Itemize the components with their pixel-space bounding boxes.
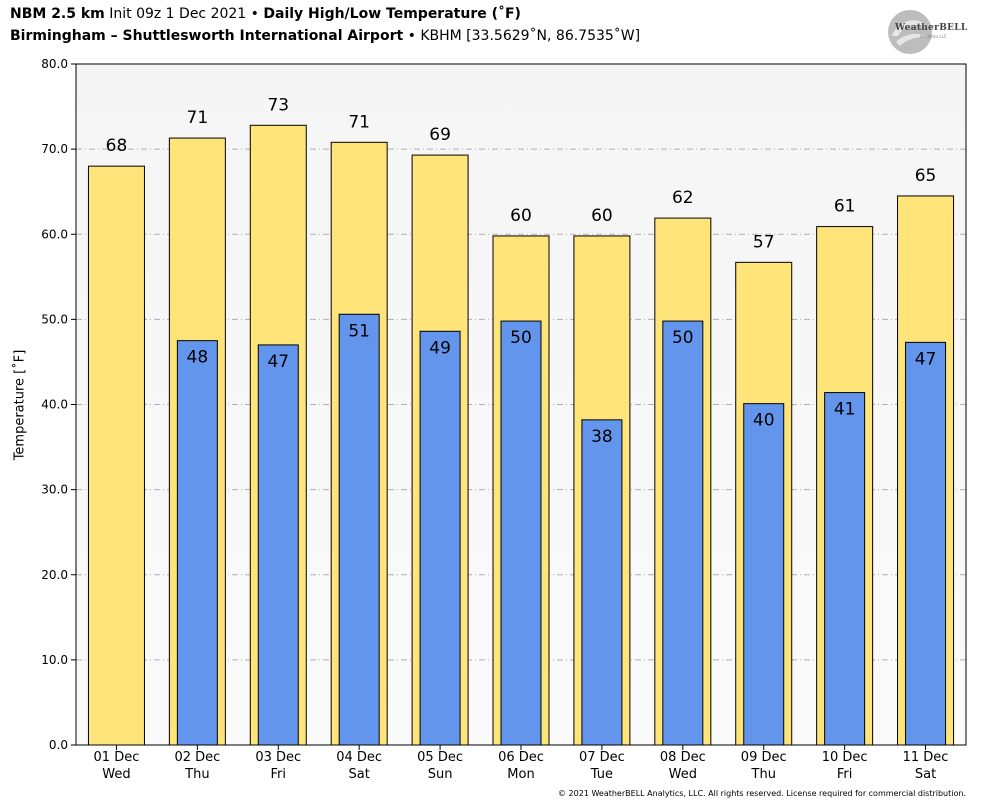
low-temp-bar bbox=[176, 340, 218, 746]
y-tick-label: 80.0 bbox=[41, 57, 68, 71]
x-tick-label-date: 10 Dec bbox=[822, 750, 868, 765]
low-temp-bar bbox=[662, 320, 704, 746]
high-temp-label: 61 bbox=[834, 197, 856, 217]
x-tick-label-date: 06 Dec bbox=[498, 750, 544, 765]
x-tick-label-day: Sat bbox=[915, 767, 936, 782]
separator: • bbox=[250, 6, 259, 22]
x-tick-label-date: 05 Dec bbox=[417, 750, 463, 765]
high-temp-label: 62 bbox=[672, 188, 694, 208]
x-tick-label-date: 02 Dec bbox=[174, 750, 220, 765]
low-temp-bar bbox=[257, 344, 299, 746]
x-axis: 01 Dec Wed 02 Dec Thu 03 Dec Fri 04 Dec Sat 05 D… bbox=[94, 745, 949, 782]
copyright-notice: © 2021 WeatherBELL Analytics, LLC. All r… bbox=[558, 789, 966, 798]
low-temp-bar bbox=[338, 313, 380, 746]
x-tick-label-date: 03 Dec bbox=[255, 750, 301, 765]
low-temp-bar bbox=[500, 320, 542, 746]
chart-title-line-1: NBM 2.5 km Init 09z 1 Dec 2021 • Daily H… bbox=[10, 6, 521, 22]
low-temp-label: 50 bbox=[510, 328, 532, 348]
x-tick-label-date: 11 Dec bbox=[903, 750, 949, 765]
x-tick-label-day: Fri bbox=[271, 767, 287, 782]
high-temp-label: 57 bbox=[753, 232, 775, 252]
x-tick-label-date: 01 Dec bbox=[94, 750, 140, 765]
chart-title-line-2: Birmingham – Shuttlesworth International… bbox=[10, 28, 640, 44]
y-tick-label: 70.0 bbox=[41, 142, 68, 156]
x-tick-label-date: 08 Dec bbox=[660, 750, 706, 765]
low-temp-label: 47 bbox=[915, 349, 937, 369]
high-temp-label: 65 bbox=[915, 166, 937, 186]
low-temp-bar bbox=[824, 392, 866, 746]
y-tick-label: 0.0 bbox=[49, 738, 68, 752]
weatherbell-logo-icon bbox=[888, 10, 932, 54]
product-name: Daily High/Low Temperature (˚F) bbox=[263, 6, 521, 22]
low-temp-label: 38 bbox=[591, 427, 613, 447]
low-temp-bar bbox=[419, 330, 461, 746]
high-temp-label: 73 bbox=[267, 95, 289, 115]
x-tick-label-day: Thu bbox=[751, 767, 776, 782]
high-temp-label: 68 bbox=[106, 136, 128, 156]
y-tick-label: 50.0 bbox=[41, 312, 68, 326]
logo-name: WeatherBELL bbox=[895, 23, 968, 33]
y-tick-label: 60.0 bbox=[41, 227, 68, 241]
high-temp-label: 71 bbox=[348, 112, 370, 132]
logo-subtext: Analytics LLC bbox=[920, 34, 947, 39]
location-name: Birmingham – Shuttlesworth International… bbox=[10, 28, 404, 44]
low-temp-label: 48 bbox=[187, 348, 209, 368]
low-temp-bar bbox=[905, 341, 947, 746]
y-tick-label: 30.0 bbox=[41, 483, 68, 497]
bars bbox=[87, 124, 955, 746]
x-tick-label-day: Sun bbox=[428, 767, 453, 782]
low-temp-label: 41 bbox=[834, 400, 856, 420]
high-temp-label: 71 bbox=[187, 108, 209, 128]
x-tick-label-date: 09 Dec bbox=[741, 750, 787, 765]
low-temp-label: 51 bbox=[348, 321, 370, 341]
x-tick-label-day: Tue bbox=[590, 767, 613, 782]
low-temp-bar bbox=[743, 403, 785, 746]
x-tick-label-day: Wed bbox=[102, 767, 130, 782]
data-labels: 68 71 48 73 47 71 51 69 49 60 50 60 38 62 50 57 40 61 41 65… bbox=[106, 95, 937, 447]
high-temp-label: 60 bbox=[510, 206, 532, 226]
low-temp-label: 50 bbox=[672, 328, 694, 348]
x-tick-label-day: Thu bbox=[184, 767, 209, 782]
x-tick-label-day: Sat bbox=[349, 767, 370, 782]
y-tick-label: 20.0 bbox=[41, 568, 68, 582]
high-temp-bar bbox=[87, 165, 145, 746]
x-tick-label-day: Wed bbox=[669, 767, 697, 782]
x-tick-label-day: Fri bbox=[837, 767, 853, 782]
low-temp-label: 49 bbox=[429, 338, 451, 358]
y-axis: 0.0 10.0 20.0 30.0 40.0 50.0 60.0 70.0 80.0 bbox=[41, 57, 76, 752]
high-temp-label: 69 bbox=[429, 125, 451, 145]
x-tick-label-date: 07 Dec bbox=[579, 750, 625, 765]
y-tick-label: 10.0 bbox=[41, 653, 68, 667]
separator: • bbox=[407, 28, 416, 44]
low-temp-bar bbox=[581, 419, 623, 746]
low-temp-label: 47 bbox=[267, 352, 289, 372]
x-tick-label-date: 04 Dec bbox=[336, 750, 382, 765]
x-tick-label-day: Mon bbox=[507, 767, 534, 782]
y-axis-label: Temperature [˚F] bbox=[12, 349, 28, 461]
high-temp-label: 60 bbox=[591, 206, 613, 226]
model-name: NBM 2.5 km bbox=[10, 6, 105, 22]
y-tick-label: 40.0 bbox=[41, 398, 68, 412]
station-info: KBHM [33.5629˚N, 86.7535˚W] bbox=[420, 28, 641, 44]
low-temp-label: 40 bbox=[753, 411, 775, 431]
init-time: Init 09z 1 Dec 2021 bbox=[109, 6, 247, 22]
